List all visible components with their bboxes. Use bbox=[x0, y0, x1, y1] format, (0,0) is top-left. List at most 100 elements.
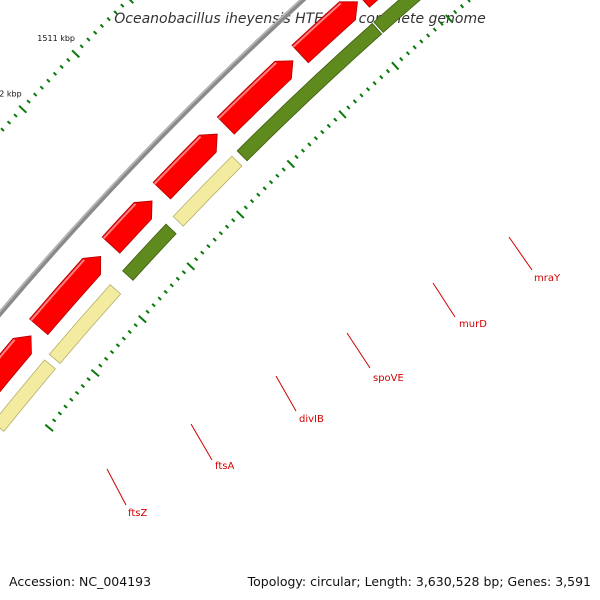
gene-bar bbox=[0, 359, 56, 432]
inner-major-tick bbox=[445, 14, 454, 24]
inner-minor-tick bbox=[63, 404, 68, 409]
inner-minor-tick bbox=[51, 418, 57, 423]
minor-tick bbox=[113, 10, 118, 15]
gene-track bbox=[0, 0, 421, 432]
accession-text: Accession: NC_004193 bbox=[9, 574, 152, 589]
gene-leader-line bbox=[432, 282, 456, 318]
inner-minor-tick bbox=[121, 336, 126, 341]
cds-arrow bbox=[291, 1, 358, 64]
inner-minor-tick bbox=[218, 231, 223, 236]
gene-bar bbox=[122, 223, 177, 281]
inner-minor-tick bbox=[109, 350, 115, 355]
inner-major-tick bbox=[186, 262, 196, 271]
inner-minor-tick bbox=[127, 329, 132, 334]
inner-minor-tick bbox=[80, 383, 86, 389]
cds-arrow bbox=[101, 200, 153, 254]
minor-tick bbox=[93, 30, 98, 35]
gene-leader-line bbox=[346, 332, 371, 369]
inner-minor-tick bbox=[181, 270, 187, 275]
cds-highlight bbox=[0, 339, 16, 359]
inner-minor-tick bbox=[175, 276, 180, 281]
cds-highlight bbox=[30, 259, 85, 321]
inner-minor-tick bbox=[163, 289, 168, 295]
inner-minor-tick bbox=[194, 257, 199, 262]
inner-minor-tick bbox=[86, 377, 91, 382]
minor-tick bbox=[6, 120, 12, 125]
backbone bbox=[0, 0, 307, 318]
cds-highlight bbox=[102, 203, 137, 239]
cds-arrow bbox=[216, 60, 294, 135]
inner-major-tick bbox=[90, 369, 100, 378]
major-tick bbox=[128, 0, 135, 4]
inner-minor-tick bbox=[399, 57, 404, 62]
gene-bar bbox=[48, 284, 122, 365]
inner-major-tick bbox=[235, 210, 245, 219]
inner-minor-tick bbox=[281, 167, 286, 172]
inner-minor-tick bbox=[426, 33, 431, 38]
inner-minor-tick bbox=[256, 192, 261, 197]
gene-label-ftsZ: ftsZ bbox=[128, 508, 147, 519]
inner-minor-tick bbox=[412, 45, 417, 50]
inner-minor-tick bbox=[98, 363, 103, 368]
gene-label-murD: murD bbox=[459, 319, 487, 330]
inner-major-tick bbox=[44, 423, 54, 432]
topology-text: Topology: circular; Length: 3,630,528 bp… bbox=[247, 574, 591, 589]
inner-minor-tick bbox=[453, 9, 458, 15]
inner-minor-tick bbox=[333, 117, 338, 122]
inner-minor-tick bbox=[294, 154, 299, 160]
outer-scale-ticks bbox=[0, 0, 135, 132]
cds-highlight bbox=[292, 2, 342, 48]
inner-minor-tick bbox=[206, 244, 211, 249]
minor-tick bbox=[86, 37, 91, 42]
minor-tick bbox=[39, 85, 44, 90]
gene-leader-line bbox=[190, 423, 213, 461]
inner-minor-tick bbox=[103, 356, 109, 361]
inner-minor-tick bbox=[169, 283, 174, 288]
minor-tick bbox=[46, 78, 51, 83]
minor-tick bbox=[99, 23, 105, 29]
minor-tick bbox=[33, 92, 38, 97]
inner-minor-tick bbox=[432, 27, 437, 32]
inner-minor-tick bbox=[249, 198, 255, 204]
inner-minor-tick bbox=[74, 390, 80, 395]
inner-minor-tick bbox=[313, 136, 318, 141]
gene-label-ftsA: ftsA bbox=[215, 461, 234, 472]
minor-tick bbox=[52, 71, 58, 76]
scale-labels: 1507 kbp1508 kbp1509 kbp1510 kbp1511 kbp… bbox=[0, 34, 75, 99]
gene-bar bbox=[373, 0, 421, 34]
minor-tick bbox=[26, 99, 31, 104]
inner-minor-tick bbox=[231, 218, 236, 223]
inner-minor-tick bbox=[459, 4, 465, 9]
gene-label-spoVE: spoVE bbox=[373, 373, 404, 384]
minor-tick bbox=[106, 17, 111, 22]
inner-major-tick bbox=[391, 61, 400, 71]
inner-minor-tick bbox=[243, 205, 248, 210]
inner-minor-tick bbox=[385, 69, 391, 74]
inner-ticks bbox=[44, 0, 471, 432]
backbone-line bbox=[0, 0, 307, 318]
scale-label: 1512 kbp bbox=[0, 90, 22, 99]
scale-label: 1511 kbp bbox=[37, 34, 75, 43]
inner-minor-tick bbox=[365, 87, 371, 92]
inner-minor-tick bbox=[69, 397, 74, 402]
inner-minor-tick bbox=[405, 51, 411, 56]
gene-label-divIB: divIB bbox=[299, 414, 324, 425]
backbone-highlight bbox=[0, 0, 302, 313]
cds-highlight bbox=[218, 62, 277, 120]
inner-minor-tick bbox=[133, 323, 138, 328]
inner-minor-tick bbox=[326, 123, 331, 129]
inner-minor-tick bbox=[224, 224, 230, 229]
inner-minor-tick bbox=[151, 303, 156, 308]
major-tick bbox=[71, 49, 80, 59]
inner-minor-tick bbox=[359, 93, 364, 98]
inner-minor-tick bbox=[268, 179, 274, 185]
inner-minor-tick bbox=[307, 142, 312, 147]
inner-minor-tick bbox=[320, 129, 325, 135]
inner-minor-tick bbox=[352, 99, 358, 104]
cds-arrow bbox=[152, 133, 218, 200]
cds-track bbox=[0, 0, 379, 393]
inner-minor-tick bbox=[262, 186, 267, 191]
gene-labels: ftsZ ftsA divIB spoVE murD mraY bbox=[106, 236, 561, 519]
inner-minor-tick bbox=[419, 39, 424, 44]
